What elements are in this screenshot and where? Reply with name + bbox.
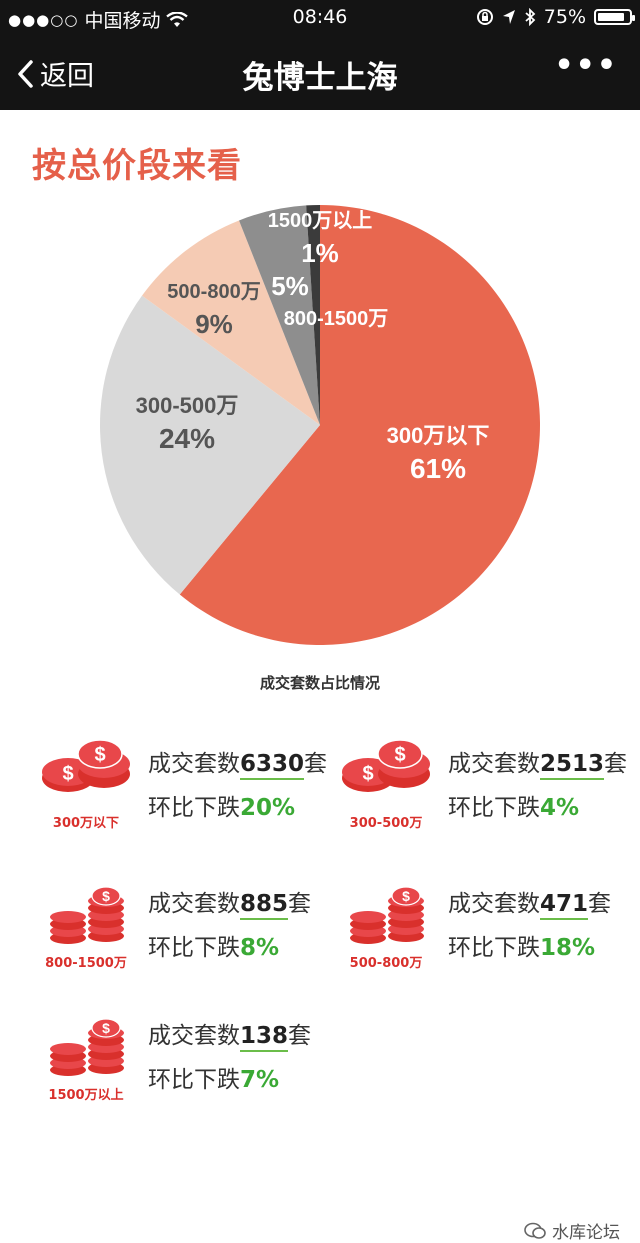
svg-text:$: $ (62, 763, 73, 785)
transaction-count-line: 成交套数6330套 (148, 744, 328, 780)
transaction-count-line: 成交套数138套 (148, 1016, 312, 1052)
svg-text:$: $ (402, 888, 410, 904)
pie-category-label: 1500万以上 (268, 209, 373, 232)
pie-slice-4 (239, 205, 320, 425)
pie-category-label: 300万以下 (387, 423, 490, 448)
change-prefix: 环比下跌 (448, 795, 540, 821)
pie-slice-1 (179, 205, 540, 645)
transaction-count-line: 成交套数885套 (148, 884, 312, 920)
nav-bar: 返回 兔博士上海 ••• (0, 36, 640, 110)
stat-block: $1500万以上 成交套数138套 环比下跌7% (36, 1002, 336, 1112)
pie-slice-2 (100, 295, 320, 595)
svg-text:$: $ (94, 744, 105, 766)
battery-icon (594, 9, 635, 25)
coin-stack-icon: $ (336, 870, 436, 980)
pie-value-label: 61% (410, 453, 466, 484)
change-percent: 4% (540, 795, 580, 821)
count-prefix: 成交套数 (448, 751, 540, 777)
svg-text:$: $ (362, 763, 373, 785)
back-button[interactable]: 返回 (16, 54, 94, 93)
pie-slice-5 (306, 205, 320, 425)
transaction-count-line: 成交套数2513套 (448, 744, 628, 780)
pie-category-label: 500-800万 (167, 281, 260, 303)
back-label: 返回 (40, 61, 94, 92)
clock-time: 08:46 (292, 6, 348, 28)
transaction-count: 6330 (240, 751, 305, 780)
pie-category-label: 300-500万 (136, 393, 239, 418)
signal-strength-icon: ●●●○○ (8, 10, 79, 29)
coin-stack-icon: $ (36, 1002, 136, 1112)
svg-text:$: $ (102, 888, 110, 904)
article-content: 按总价段来看 300万以下 61% 300-500万 24% 500-800万 9% 5% 8… (0, 110, 640, 1243)
svg-text:$: $ (102, 1020, 110, 1036)
wifi-icon (166, 11, 189, 27)
pie-category-label: 800-1500万 (284, 308, 389, 330)
coins-icon: $ $ (36, 730, 136, 840)
count-prefix: 成交套数 (148, 1023, 240, 1049)
count-suffix: 套 (604, 751, 628, 777)
coin-stack-icon: $ (36, 870, 136, 980)
battery-percent: 75% (543, 6, 586, 28)
status-bar: ●●●○○ 中国移动 08:46 75% (0, 0, 640, 36)
stat-tier-label: 1500万以上 (48, 1088, 124, 1103)
change-percent: 7% (240, 1067, 280, 1093)
bluetooth-icon (525, 8, 536, 26)
stat-tier-label: 500-800万 (349, 956, 423, 971)
change-line: 环比下跌4% (448, 788, 579, 822)
count-suffix: 套 (288, 1023, 312, 1049)
watermark-text: 水库论坛 (552, 1223, 620, 1243)
count-suffix: 套 (588, 891, 612, 917)
change-prefix: 环比下跌 (148, 1067, 240, 1093)
stat-block: $ $300-500万 成交套数2513套 环比下跌4% (336, 730, 636, 840)
pie-value-label: 9% (195, 309, 233, 339)
change-prefix: 环比下跌 (148, 795, 240, 821)
orientation-lock-icon (476, 9, 493, 25)
transaction-count: 471 (540, 891, 589, 920)
stat-block: $800-1500万 成交套数885套 环比下跌8% (36, 870, 336, 980)
change-prefix: 环比下跌 (448, 935, 540, 961)
count-suffix: 套 (288, 891, 312, 917)
count-prefix: 成交套数 (448, 891, 540, 917)
coins-icon: $ $ (336, 730, 436, 840)
count-prefix: 成交套数 (148, 891, 240, 917)
pie-value-label: 5% (271, 271, 309, 301)
location-arrow-icon (502, 10, 515, 24)
watermark: 水库论坛 (524, 1218, 620, 1243)
pie-value-label: 24% (159, 423, 215, 454)
page-title: 兔博士上海 (242, 60, 398, 96)
count-prefix: 成交套数 (148, 751, 240, 777)
more-menu-button[interactable]: ••• (554, 48, 618, 83)
svg-text:$: $ (394, 744, 405, 766)
change-line: 环比下跌8% (148, 928, 279, 962)
change-percent: 8% (240, 935, 280, 961)
transaction-count: 2513 (540, 751, 605, 780)
chart-caption: 成交套数占比情况 (259, 674, 380, 692)
count-suffix: 套 (304, 751, 328, 777)
price-segment-pie-chart: 300万以下 61% 300-500万 24% 500-800万 9% 5% 800-1500… (100, 205, 540, 645)
pie-value-label: 1% (301, 238, 339, 268)
change-percent: 20% (240, 795, 296, 821)
stat-block: $ $300万以下 成交套数6330套 环比下跌20% (36, 730, 336, 840)
section-title: 按总价段来看 (32, 146, 242, 186)
transaction-count-line: 成交套数471套 (448, 884, 612, 920)
stat-block: $500-800万 成交套数471套 环比下跌18% (336, 870, 636, 980)
pie-slice-3 (142, 220, 320, 425)
transaction-count: 885 (240, 891, 289, 920)
wechat-icon (524, 1222, 546, 1239)
stat-tier-label: 800-1500万 (45, 956, 127, 971)
chevron-left-icon (18, 59, 33, 88)
stat-tier-label: 300万以下 (52, 816, 120, 831)
stat-tier-label: 300-500万 (349, 816, 423, 831)
transaction-count: 138 (240, 1023, 289, 1052)
carrier-name: 中国移动 (84, 10, 161, 32)
change-line: 环比下跌20% (148, 788, 295, 822)
change-percent: 18% (540, 935, 596, 961)
change-prefix: 环比下跌 (148, 935, 240, 961)
change-line: 环比下跌18% (448, 928, 595, 962)
change-line: 环比下跌7% (148, 1060, 279, 1094)
